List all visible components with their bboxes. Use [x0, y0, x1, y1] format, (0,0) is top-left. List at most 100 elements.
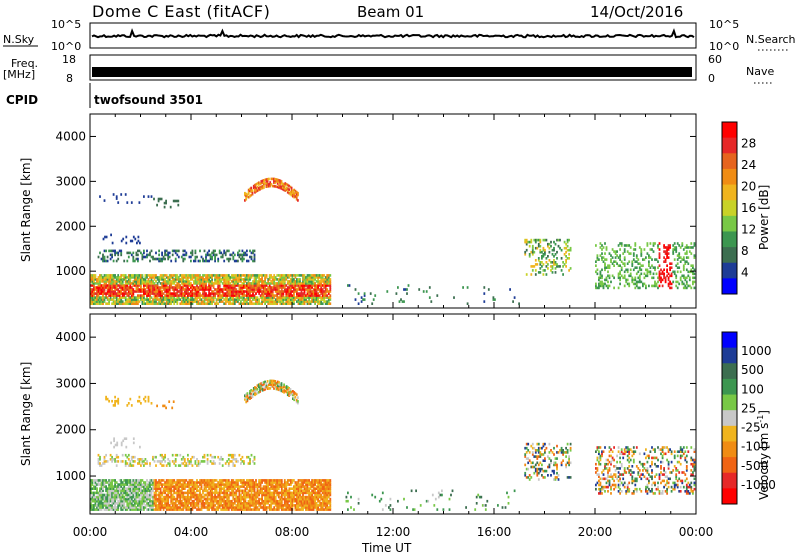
- echo-cell: [246, 502, 248, 505]
- echo-cell: [297, 199, 299, 202]
- echo-cell: [633, 252, 635, 255]
- echo-cell: [235, 490, 237, 493]
- echo-cell: [161, 198, 163, 201]
- echo-cell: [99, 252, 101, 255]
- echo-cell: [255, 479, 257, 482]
- echo-cell: [610, 281, 612, 284]
- echo-cell: [145, 302, 147, 305]
- echo-cell: [659, 242, 661, 245]
- echo-cell: [205, 292, 207, 295]
- echo-cell: [546, 239, 548, 242]
- echo-cell: [307, 300, 309, 303]
- echo-cell: [114, 490, 116, 493]
- echo-cell: [169, 252, 171, 255]
- echo-cell: [125, 506, 127, 509]
- echo-cell: [226, 250, 228, 253]
- echo-cell: [686, 281, 688, 284]
- colorbar-tick-label: 16: [741, 201, 756, 215]
- echo-cell: [95, 479, 97, 482]
- echo-cell: [453, 296, 455, 299]
- echo-cell: [125, 236, 127, 239]
- power-colorbar: 282420161284: [722, 122, 756, 295]
- echo-cell: [117, 258, 119, 261]
- echo-cell: [158, 254, 160, 257]
- echo-cell: [677, 271, 679, 274]
- echo-cell: [175, 498, 177, 501]
- echo-cell: [467, 302, 469, 305]
- echo-cell: [549, 251, 551, 254]
- echo-cell: [155, 274, 157, 277]
- echo-cell: [561, 269, 563, 272]
- echo-cell: [235, 274, 237, 277]
- echo-cell: [630, 273, 632, 276]
- echo-cell: [627, 269, 629, 272]
- echo-cell: [95, 282, 97, 285]
- echo-cell: [689, 277, 691, 280]
- echo-cell: [609, 285, 611, 288]
- echo-cell: [104, 296, 106, 299]
- echo-cell: [397, 286, 399, 289]
- echo-cell: [619, 277, 621, 280]
- colorbar-swatch: [722, 200, 737, 216]
- echo-cell: [104, 479, 106, 482]
- echo-cell: [373, 298, 375, 301]
- echo-cell: [164, 250, 166, 253]
- echo-cell: [624, 275, 626, 278]
- nave-label: Nave: [746, 65, 774, 78]
- echo-cell: [145, 256, 147, 259]
- echo-cell: [526, 273, 528, 276]
- echo-cell: [169, 256, 171, 259]
- echo-cell: [430, 300, 432, 303]
- echo-cell: [601, 252, 603, 255]
- echo-cell: [680, 256, 682, 259]
- echo-cell: [630, 252, 632, 255]
- echo-cell: [677, 262, 679, 265]
- echo-cell: [170, 206, 172, 209]
- echo-cell: [690, 252, 692, 255]
- power-panel: 1000200030004000 Slant Range [km]: [19, 114, 696, 308]
- echo-cell: [606, 258, 608, 261]
- echo-cell: [128, 256, 130, 259]
- echo-cell: [396, 292, 398, 295]
- echo-cell: [155, 284, 157, 287]
- echo-cell: [374, 294, 376, 297]
- echo-cell: [126, 260, 128, 263]
- echo-cell: [621, 266, 623, 269]
- echo-cell: [653, 250, 655, 253]
- echo-cell: [229, 258, 231, 261]
- echo-cell: [660, 277, 662, 280]
- echo-cell: [539, 261, 541, 264]
- echo-cell: [281, 180, 283, 183]
- echo-cell: [669, 244, 671, 247]
- echo-cell: [185, 483, 187, 486]
- echo-cell: [111, 254, 113, 257]
- echo-cell: [266, 506, 268, 509]
- echo-cell: [570, 247, 572, 250]
- echo-cell: [650, 266, 652, 269]
- echo-cell: [612, 256, 614, 259]
- echo-cell: [234, 254, 236, 257]
- echo-cell: [105, 250, 107, 253]
- echo-cell: [164, 496, 166, 499]
- echo-cell: [95, 508, 97, 511]
- colorbar-tick-label: 24: [741, 158, 756, 172]
- echo-cell: [680, 246, 682, 249]
- echo-cell: [535, 269, 537, 272]
- echo-cell: [600, 254, 602, 257]
- echo-cell: [609, 275, 611, 278]
- echo-cell: [326, 294, 328, 297]
- echo-cell: [296, 288, 298, 291]
- radar-summary-plot: Dome C East (fitACF) Beam 01 14/Oct/2016…: [0, 0, 800, 554]
- echo-cell: [509, 288, 511, 291]
- echo-cell: [287, 479, 289, 482]
- echo-cell: [251, 256, 253, 259]
- echo-cell: [659, 252, 661, 255]
- colorbar-swatch: [722, 122, 737, 138]
- echo-cell: [131, 240, 133, 243]
- echo-cell: [666, 269, 668, 272]
- echo-cell: [687, 256, 689, 259]
- echo-cell: [178, 250, 180, 253]
- echo-cell: [671, 287, 673, 290]
- echo-cell: [618, 287, 620, 290]
- echo-cell: [624, 248, 626, 251]
